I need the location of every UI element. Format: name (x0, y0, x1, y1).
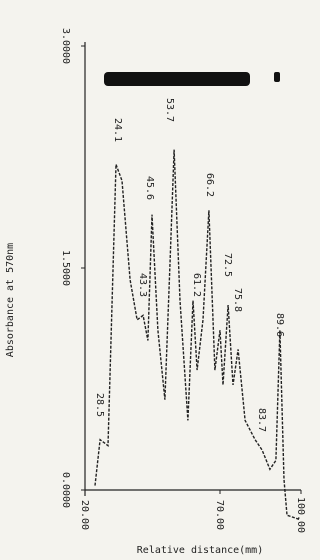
peak-label: 24.1 (112, 118, 123, 142)
redaction-dot (274, 72, 280, 82)
y-tick-label: 0.0000 (60, 472, 71, 508)
peak-label: 45.6 (144, 176, 155, 200)
y-axis-label: Absorbance at 570nm (5, 243, 16, 357)
y-tick-label: 1.5000 (60, 250, 71, 286)
peak-label: 89.6 (274, 313, 285, 337)
peak-label: 75.8 (232, 288, 243, 312)
x-axis-label: Relative distance(mm) (137, 545, 263, 556)
peak-label: 83.7 (256, 408, 267, 432)
peak-label: 72.5 (222, 253, 233, 277)
redaction-bar (104, 72, 250, 86)
peak-label: 43.3 (137, 273, 148, 297)
peak-label: 28.5 (94, 393, 105, 417)
x-tick-label: 70.00 (214, 500, 225, 530)
x-tick-label: 100.00 (295, 497, 306, 533)
y-tick-label: 3.0000 (60, 28, 71, 64)
x-tick-label: 20.00 (79, 500, 90, 530)
peak-label: 61.2 (191, 273, 202, 297)
peak-label: 53.7 (164, 98, 175, 122)
peak-label: 66.2 (204, 173, 215, 197)
chart: Absorbance at 570nm Relative distance(mm… (0, 0, 316, 560)
